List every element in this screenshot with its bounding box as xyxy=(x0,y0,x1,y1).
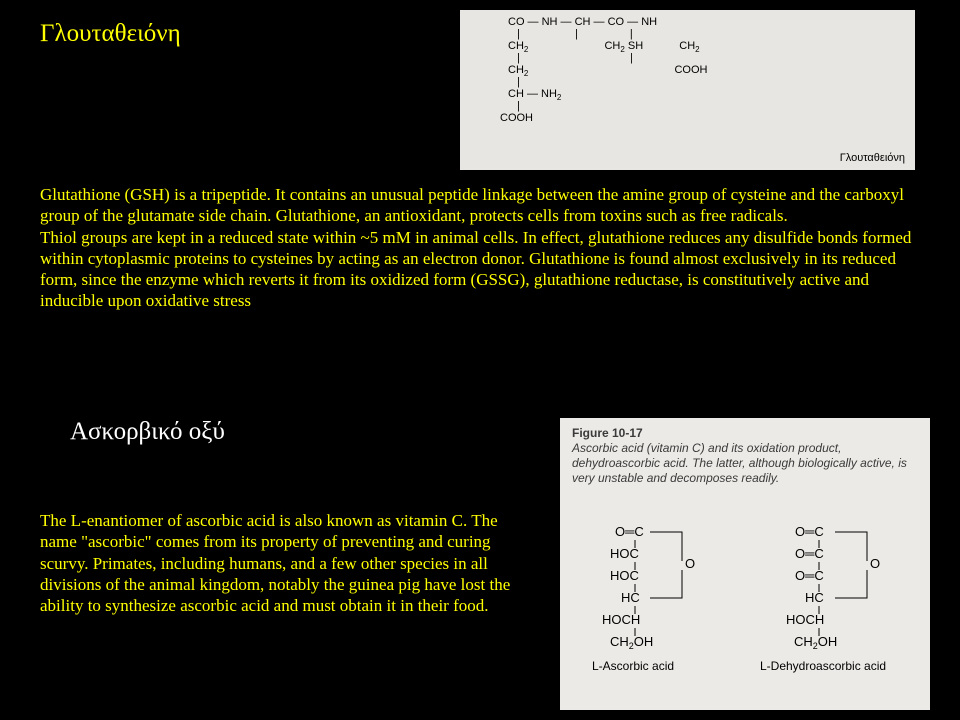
chem-text: CH2OH xyxy=(610,634,653,651)
chem-text: HOC xyxy=(610,568,639,583)
chem-text: O═C xyxy=(795,546,824,561)
para-sentence: Glutathione, an antioxidant, protects ce… xyxy=(271,206,787,225)
chem-text: HC xyxy=(805,590,824,605)
chem-text: O xyxy=(685,556,695,571)
chem-text: O═C xyxy=(795,524,824,539)
chem-bond-row: | xyxy=(508,100,520,112)
para-sentence: The L-enantiomer of ascorbic acid is als… xyxy=(40,511,467,530)
chem-text: COOH xyxy=(500,112,533,124)
section-title-ascorbic: Ασκορβικό οξύ xyxy=(70,418,225,446)
para-sentence: Thiol groups are kept in a reduced state… xyxy=(40,228,911,311)
chem-text: CH2OH xyxy=(794,634,837,651)
chem-text: SH xyxy=(625,40,643,52)
chem-bond-row: | xyxy=(508,76,520,88)
figure-caption-ascorbic: Figure 10-17 Ascorbic acid (vitamin C) a… xyxy=(560,418,930,510)
figure-label: Γλουταθειόνη xyxy=(840,152,905,164)
chem-text: HOC xyxy=(610,546,639,561)
compound-name: L-Dehydroascorbic acid xyxy=(760,659,886,673)
chem-sub: 2 xyxy=(695,45,699,54)
section-title-glutathione: Γλουταθειόνη xyxy=(40,20,181,48)
chem-text: HOCH xyxy=(786,612,824,627)
chem-bond-row: | | | xyxy=(508,28,633,40)
para-sentence: Primates, including humans, and a few ot… xyxy=(40,554,510,616)
chem-bond-row: | | xyxy=(508,52,633,64)
chem-text: HOCH xyxy=(602,612,640,627)
chem-text: CH xyxy=(508,64,524,76)
chem-sub: 2 xyxy=(524,69,528,78)
chem-text: CH — NH xyxy=(508,88,557,100)
chem-text: CH xyxy=(679,40,695,52)
chem-text: CH xyxy=(508,40,524,52)
chem-line: CO — NH — CH — CO — NH xyxy=(508,16,657,28)
chem-text: O═C xyxy=(615,524,644,539)
chem-text: CH xyxy=(604,40,620,52)
figure-glutathione-structure: CO — NH — CH — CO — NH | | | CH2 CH2 SH … xyxy=(460,10,915,170)
chem-text: O xyxy=(870,556,880,571)
figure-number: Figure 10-17 xyxy=(572,426,643,440)
chem-sub: 2 xyxy=(557,93,561,102)
ascorbic-paragraph: The L-enantiomer of ascorbic acid is als… xyxy=(40,510,520,616)
compound-name: L-Ascorbic acid xyxy=(592,659,674,673)
glutathione-paragraph: Glutathione (GSH) is a tripeptide. It co… xyxy=(40,184,920,312)
chem-text: COOH xyxy=(674,64,707,76)
chem-text: HC xyxy=(621,590,640,605)
figure-ascorbic-structures: O═C HOC HOC HC HOCH CH2OH O L-Ascorbic a… xyxy=(560,510,930,710)
chem-text: O═C xyxy=(795,568,824,583)
